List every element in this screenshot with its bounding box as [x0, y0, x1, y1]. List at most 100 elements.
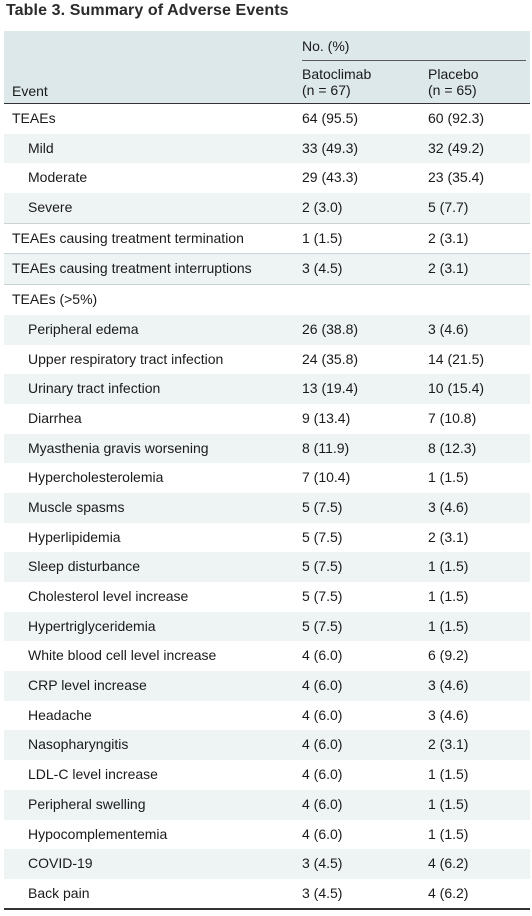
- row-placebo-value: 1 (1.5): [428, 588, 469, 604]
- row-placebo-value: 2 (3.1): [428, 229, 469, 246]
- row-event-label: Nasopharyngitis: [28, 736, 129, 753]
- row-placebo-value: 3 (4.6): [428, 706, 469, 723]
- table-header: No. (%) Event Batoclimab (n = 67) Placeb…: [4, 31, 530, 103]
- table-row: Myasthenia gravis worsening 8 (11.9) 8 (12…: [4, 433, 530, 464]
- table-row: Muscle spasms 5 (7.5) 3 (4.6): [4, 492, 530, 523]
- event-column-header: Event: [12, 83, 48, 99]
- table-row: Upper respiratory tract infection 24 (35.…: [4, 345, 530, 375]
- table-row: Severe 2 (3.0) 5 (7.7): [4, 193, 530, 223]
- bottom-rule: [4, 908, 530, 910]
- row-batoclimab-value: 33 (49.3): [302, 139, 359, 156]
- row-placebo-value: 3 (4.6): [428, 677, 469, 694]
- row-event-label: LDL-C level increase: [28, 766, 158, 783]
- row-placebo-value: 5 (7.7): [428, 199, 469, 216]
- group-header-rule: [302, 60, 526, 61]
- row-placebo-value: 2 (3.1): [428, 528, 469, 545]
- table-title: Table 3. Summary of Adverse Events: [6, 2, 289, 19]
- table-row: Peripheral swelling 4 (6.0) 1 (1.5): [4, 789, 530, 820]
- row-placebo-value: 8 (12.3): [428, 439, 477, 456]
- batoclimab-column-header: Batoclimab (n = 67): [302, 66, 371, 98]
- table-row: Hypocomplementemia 4 (6.0) 1 (1.5): [4, 820, 530, 850]
- row-event-label: Mild: [28, 139, 54, 156]
- row-event-label: Muscle spasms: [28, 498, 125, 515]
- row-batoclimab-value: 3 (4.5): [302, 884, 343, 901]
- row-event-label: Moderate: [28, 169, 88, 186]
- row-placebo-value: 60 (92.3): [428, 110, 485, 126]
- row-batoclimab-value: 4 (6.0): [302, 677, 343, 694]
- row-batoclimab-value: 2 (3.0): [302, 199, 343, 216]
- table-row: Mild 33 (49.3) 32 (49.2): [4, 133, 530, 164]
- row-batoclimab-value: 5 (7.5): [302, 498, 343, 515]
- row-placebo-value: 1 (1.5): [428, 766, 469, 783]
- row-placebo-value: 6 (9.2): [428, 647, 469, 664]
- row-event-label: Cholesterol level increase: [28, 588, 189, 604]
- row-batoclimab-value: 64 (95.5): [302, 110, 359, 126]
- row-batoclimab-value: 7 (10.4): [302, 469, 351, 486]
- row-batoclimab-value: 5 (7.5): [302, 588, 343, 604]
- row-batoclimab-value: 4 (6.0): [302, 736, 343, 753]
- row-batoclimab-value: 13 (19.4): [302, 380, 359, 397]
- row-batoclimab-value: 5 (7.5): [302, 528, 343, 545]
- row-event-label: Peripheral edema: [28, 320, 139, 337]
- table-row: Peripheral edema 26 (38.8) 3 (4.6): [4, 314, 530, 345]
- row-event-label: Myasthenia gravis worsening: [28, 439, 209, 456]
- row-event-label: Diarrhea: [28, 409, 82, 426]
- table-row: Nasopharyngitis 4 (6.0) 2 (3.1): [4, 730, 530, 761]
- row-placebo-value: 7 (10.8): [428, 409, 477, 426]
- row-placebo-value: 1 (1.5): [428, 558, 469, 575]
- row-batoclimab-value: 3 (4.5): [302, 260, 343, 277]
- table-row: Moderate 29 (43.3) 23 (35.4): [4, 163, 530, 193]
- row-placebo-value: 1 (1.5): [428, 825, 469, 842]
- table-body: TEAEs 64 (95.5) 60 (92.3) Mild 33 (49.3) 32 (…: [4, 104, 530, 909]
- placebo-header-n: (n = 65): [428, 82, 477, 98]
- row-event-label: White blood cell level increase: [28, 647, 217, 664]
- row-event-label: Urinary tract infection: [28, 380, 161, 397]
- batoclimab-header-name: Batoclimab: [302, 66, 372, 82]
- row-event-label: Back pain: [28, 884, 90, 901]
- row-placebo-value: 4 (6.2): [428, 884, 469, 901]
- row-placebo-value: 4 (6.2): [428, 855, 469, 872]
- row-event-label: TEAEs (>5%): [12, 291, 98, 308]
- row-event-label: Hypercholesterolemia: [28, 469, 164, 486]
- placebo-header-name: Placebo: [428, 66, 479, 82]
- row-event-label: Hypocomplementemia: [28, 825, 168, 842]
- table-row: Urinary tract infection 13 (19.4) 10 (15.4…: [4, 374, 530, 404]
- row-placebo-value: 23 (35.4): [428, 169, 485, 186]
- table-row: Hypercholesterolemia 7 (10.4) 1 (1.5): [4, 463, 530, 493]
- row-event-label: TEAEs causing treatment termination: [12, 229, 244, 246]
- table-row: COVID-19 3 (4.5) 4 (6.2): [4, 849, 530, 879]
- table-row: Hypertriglyceridemia 5 (7.5) 1 (1.5): [4, 611, 530, 642]
- row-placebo-value: 3 (4.6): [428, 320, 469, 337]
- placebo-column-header: Placebo (n = 65): [428, 66, 479, 98]
- row-event-label: Peripheral swelling: [28, 795, 146, 812]
- table-row: Hyperlipidemia 5 (7.5) 2 (3.1): [4, 523, 530, 553]
- row-event-label: Hypertriglyceridemia: [28, 617, 156, 634]
- table-row: TEAEs causing treatment termination 1 (1.…: [4, 222, 530, 254]
- table-row: TEAEs (>5%): [4, 284, 530, 315]
- row-placebo-value: 2 (3.1): [428, 260, 469, 277]
- row-batoclimab-value: 26 (38.8): [302, 320, 359, 337]
- row-placebo-value: 3 (4.6): [428, 498, 469, 515]
- row-batoclimab-value: 4 (6.0): [302, 795, 343, 812]
- table-row: LDL-C level increase 4 (6.0) 1 (1.5): [4, 760, 530, 790]
- row-placebo-value: 32 (49.2): [428, 139, 485, 156]
- row-placebo-value: 2 (3.1): [428, 736, 469, 753]
- table-row: Back pain 3 (4.5) 4 (6.2): [4, 879, 530, 909]
- table-row: Cholesterol level increase 5 (7.5) 1 (1.5): [4, 582, 530, 612]
- row-event-label: TEAEs causing treatment interruptions: [12, 260, 252, 277]
- row-placebo-value: 1 (1.5): [428, 617, 469, 634]
- row-event-label: Headache: [28, 706, 92, 723]
- row-event-label: Hyperlipidemia: [28, 528, 121, 545]
- row-batoclimab-value: 4 (6.0): [302, 766, 343, 783]
- row-batoclimab-value: 9 (13.4): [302, 409, 351, 426]
- row-placebo-value: 1 (1.5): [428, 795, 469, 812]
- row-batoclimab-value: 4 (6.0): [302, 825, 343, 842]
- row-placebo-value: 1 (1.5): [428, 469, 469, 486]
- header-rule: [4, 103, 530, 104]
- row-batoclimab-value: 24 (35.8): [302, 350, 359, 367]
- group-header: No. (%): [302, 38, 350, 54]
- table-row: White blood cell level increase 4 (6.0) 6 …: [4, 641, 530, 671]
- row-event-label: Upper respiratory tract infection: [28, 350, 224, 367]
- row-batoclimab-value: 5 (7.5): [302, 558, 343, 575]
